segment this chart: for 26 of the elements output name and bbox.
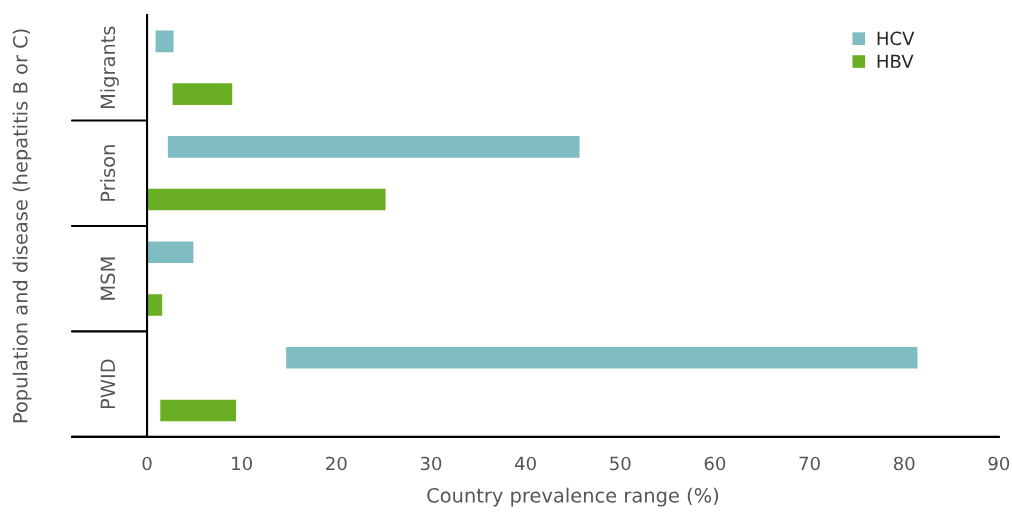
bar [147, 241, 194, 264]
x-tick-label: 0 [142, 456, 152, 471]
y-axis-title: Population and disease (hepatitis B or C) [12, 29, 32, 423]
x-tick-label: 20 [326, 456, 347, 471]
bar [160, 399, 237, 422]
x-axis-title: Country prevalence range (%) [427, 487, 719, 507]
x-tick-label: 40 [515, 456, 536, 471]
y-tick-label: Prison [100, 145, 116, 201]
x-tick-label: 60 [704, 456, 726, 471]
y-tick-label: MSM [100, 257, 116, 300]
x-tick-label: 90 [988, 456, 1010, 471]
legend-label: HCV [877, 31, 915, 46]
bar [167, 136, 580, 158]
legend-label: HBV [877, 54, 914, 68]
y-tick-label: PWID [100, 359, 115, 409]
x-tick-label: 70 [799, 456, 820, 471]
x-tick-label: 50 [610, 456, 631, 471]
x-tick-label: 80 [893, 456, 915, 471]
bar [147, 294, 163, 316]
bar [147, 188, 386, 211]
x-tick-label: 30 [420, 456, 442, 471]
bar [172, 83, 233, 105]
bar [286, 346, 918, 369]
x-tick-label: 10 [232, 456, 252, 471]
y-tick-label: Migrants [100, 26, 119, 109]
bar [155, 30, 174, 53]
